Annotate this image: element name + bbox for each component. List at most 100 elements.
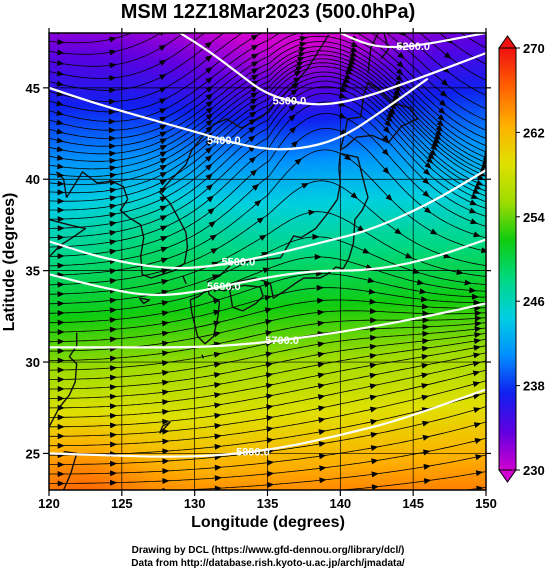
wind-arrow xyxy=(367,277,375,284)
wind-arrow xyxy=(214,392,222,399)
wind-arrow xyxy=(109,187,117,194)
wind-arrow xyxy=(162,379,170,386)
wind-arrow xyxy=(110,470,118,477)
wind-arrow xyxy=(344,73,352,80)
wind-arrow xyxy=(317,372,326,379)
wind-arrow xyxy=(405,252,413,259)
wind-arrow xyxy=(205,154,213,162)
wind-arrow xyxy=(57,225,65,232)
streamline xyxy=(49,33,486,139)
wind-arrow xyxy=(475,470,484,477)
wind-arrow xyxy=(162,418,170,425)
wind-arrow xyxy=(265,372,274,379)
wind-arrow xyxy=(487,128,496,136)
wind-arrow xyxy=(109,365,118,372)
wind-arrow xyxy=(57,281,65,288)
wind-arrow xyxy=(424,504,431,511)
wind-arrow xyxy=(425,529,432,535)
wind-arrow xyxy=(56,137,65,144)
wind-arrow xyxy=(109,268,117,275)
wind-arrow xyxy=(395,74,403,82)
wind-arrow xyxy=(110,537,117,543)
wind-arrow xyxy=(205,100,214,108)
wind-arrow xyxy=(369,372,378,379)
wind-arrow xyxy=(477,526,484,532)
wind-arrow xyxy=(450,9,459,18)
wind-arrow xyxy=(109,316,117,323)
wind-arrow xyxy=(205,66,213,74)
wind-arrow xyxy=(109,248,117,255)
wind-arrow xyxy=(350,46,358,53)
wind-arrow xyxy=(422,177,430,185)
wind-arrow xyxy=(472,393,481,400)
colorbar-tick-label: 246 xyxy=(523,294,545,309)
wind-arrow xyxy=(421,303,429,310)
wind-arrow xyxy=(57,180,65,187)
wind-arrow xyxy=(319,465,327,472)
wind-arrow xyxy=(109,157,117,164)
wind-arrow xyxy=(205,183,214,191)
x-tick-label: 140 xyxy=(329,496,351,511)
wind-arrow xyxy=(251,68,259,75)
wind-arrow xyxy=(251,183,260,191)
wind-arrow xyxy=(204,41,213,49)
x-tick-label: 130 xyxy=(184,496,206,511)
wind-arrow xyxy=(483,154,486,160)
wind-arrow xyxy=(338,112,347,119)
wind-arrow xyxy=(251,61,259,68)
wind-arrow xyxy=(265,382,274,389)
wind-arrow xyxy=(248,118,257,126)
wind-arrow xyxy=(265,393,274,400)
wind-arrow xyxy=(109,239,117,246)
wind-arrow xyxy=(267,481,275,488)
wind-arrow xyxy=(369,383,378,390)
wind-arrow xyxy=(162,517,169,523)
wind-arrow xyxy=(215,495,222,501)
wind-arrow xyxy=(371,484,379,490)
wind-arrow xyxy=(317,351,325,358)
x-tick-label: 145 xyxy=(402,496,424,511)
wind-arrow xyxy=(421,345,430,352)
wind-arrow xyxy=(264,307,273,314)
wind-arrow xyxy=(421,383,429,389)
wind-arrow xyxy=(212,274,220,281)
wind-arrow xyxy=(422,324,430,331)
wind-arrow xyxy=(160,236,168,242)
wind-arrow xyxy=(160,246,169,253)
streamline xyxy=(49,58,486,178)
wind-arrow xyxy=(441,79,449,86)
wind-arrow xyxy=(474,438,483,444)
wind-arrow xyxy=(159,179,168,186)
wind-arrow xyxy=(472,370,481,377)
wind-arrow xyxy=(369,308,377,315)
wind-arrow xyxy=(320,533,327,539)
wind-arrow xyxy=(57,291,65,298)
wind-arrow xyxy=(159,144,168,151)
wind-arrow xyxy=(468,207,477,214)
colorbar-gradient xyxy=(498,47,517,471)
wind-arrow xyxy=(56,154,65,161)
wind-arrow xyxy=(57,163,65,170)
wind-arrow xyxy=(161,330,170,337)
wind-arrow xyxy=(159,157,168,164)
wind-arrow xyxy=(369,298,377,305)
wind-arrow xyxy=(435,124,444,132)
wind-arrow xyxy=(298,51,306,58)
streamline xyxy=(49,149,486,276)
wind-arrow xyxy=(109,195,117,202)
wind-arrow xyxy=(159,74,167,81)
wind-arrow xyxy=(350,192,358,199)
colorbar-tick-label: 270 xyxy=(523,41,545,56)
streamline xyxy=(338,471,486,490)
wind-arrow xyxy=(109,336,118,343)
wind-arrow xyxy=(205,173,213,181)
wind-arrow xyxy=(214,464,222,471)
wind-arrow xyxy=(469,287,477,294)
wind-arrow xyxy=(294,158,302,166)
wind-arrow xyxy=(214,433,222,440)
wind-arrow xyxy=(266,470,275,477)
streamline xyxy=(49,80,486,220)
streamline xyxy=(49,93,486,239)
streamline xyxy=(49,71,486,202)
wind-arrow xyxy=(250,169,258,177)
